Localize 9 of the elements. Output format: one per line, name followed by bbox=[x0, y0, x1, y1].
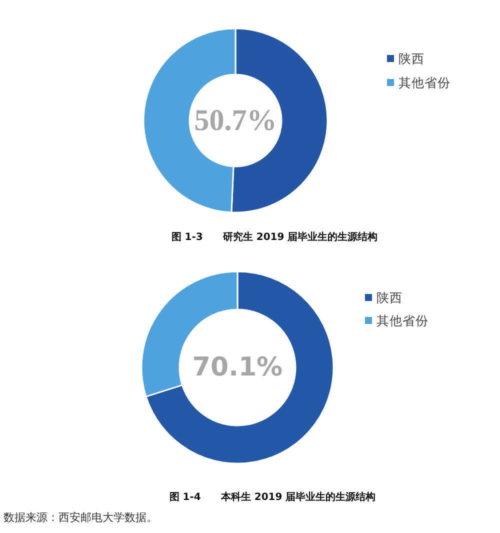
text: 图 1-4 本科生 2019 届毕业生的生源结构 bbox=[169, 491, 376, 503]
legend-label: 其他省份 bbox=[398, 75, 450, 90]
legend-label: 其他省份 bbox=[376, 313, 428, 328]
legend-label: 陕西 bbox=[398, 51, 424, 66]
text: 50.7% bbox=[194, 104, 277, 137]
source-note: 数据来源：西安邮电大学数据。 bbox=[4, 511, 158, 524]
text: 图 1-3 研究生 2019 届毕业生的生源结构 bbox=[171, 231, 378, 243]
text: 70.1% bbox=[192, 352, 283, 382]
legend-label: 陕西 bbox=[376, 290, 402, 305]
